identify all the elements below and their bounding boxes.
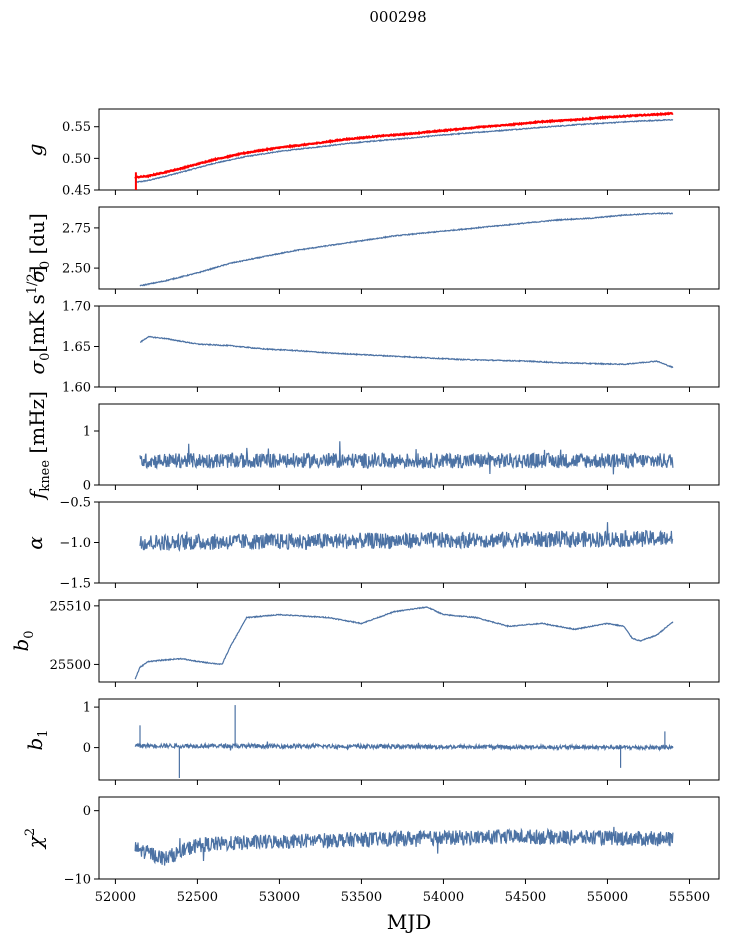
y-tick-label: 1.65 — [62, 340, 91, 355]
y-axis-label-sigma0-mk: σ0[mK s1/2] — [25, 265, 53, 374]
y-axis-label-chi2: χ2 — [23, 828, 47, 850]
x-tick-label: 53500 — [341, 890, 382, 905]
panel-yticks: −10 0 — [64, 804, 99, 888]
panel-marks — [139, 212, 673, 287]
y-tick-label: 1.70 — [62, 300, 91, 315]
panel-xticks — [114, 583, 690, 588]
series-line-b1 — [134, 741, 674, 752]
y-axis-label-fknee: fknee [mHz] — [25, 391, 53, 501]
x-axis-label: MJD — [387, 910, 432, 934]
y-tick-label: −0.5 — [59, 496, 91, 511]
panel-xticks — [114, 879, 690, 884]
panel-frame — [98, 403, 720, 486]
y-tick-label: 2.75 — [62, 221, 91, 236]
panel-sigma0-du: 2.50 2.75 σ0 [du] — [25, 206, 720, 294]
y-tick-label: 0.55 — [62, 120, 91, 135]
y-tick-label: −1.5 — [59, 577, 91, 592]
panel-yticks: 25500 25510 — [50, 599, 99, 673]
panel-frame — [98, 206, 720, 290]
x-tick-label: 52000 — [95, 890, 136, 905]
panel-xticks — [114, 682, 690, 687]
panel-frame — [98, 796, 720, 880]
panel-xticks — [114, 387, 690, 392]
x-tick-label: 55500 — [669, 890, 710, 905]
panel-frame — [98, 599, 720, 683]
panel-frame — [98, 108, 720, 191]
y-tick-label: 1 — [83, 425, 91, 440]
panel-marks — [139, 522, 674, 553]
panel-frame — [98, 698, 720, 781]
panel-marks — [134, 111, 674, 190]
panel-yticks: 01 — [83, 701, 99, 756]
y-axis-label-sigma0-du: σ0 [du] — [25, 213, 53, 283]
panel-g: 0.45 0.50 0.55 g — [23, 108, 720, 199]
x-tick-label: 52500 — [177, 890, 218, 905]
panel-yticks: 1.60 1.65 1.70 — [62, 300, 99, 396]
panel-xticks — [114, 289, 690, 294]
series-line-fknee — [139, 441, 674, 475]
y-tick-label: 0 — [83, 479, 91, 494]
y-tick-label: 0 — [83, 741, 91, 756]
x-tick-label: 54500 — [505, 890, 546, 905]
y-tick-label: 2.50 — [62, 262, 91, 277]
x-tick-label: 53000 — [259, 890, 300, 905]
y-axis-label-b0: b0 — [9, 630, 37, 651]
y-tick-label: 25510 — [50, 599, 91, 614]
x-tick-label: 55000 — [587, 890, 628, 905]
panel-marks — [134, 826, 674, 866]
panel-yticks: 01 — [83, 425, 99, 494]
panel-yticks: 2.50 2.75 — [62, 221, 99, 277]
panel-marks — [140, 335, 674, 369]
series-line-sigma0_mk — [140, 335, 674, 369]
y-axis-label-g: g — [23, 144, 47, 157]
x-tick-labels: 52000 52500 53000 53500 54000 54500 55000 55500 — [95, 890, 710, 905]
panel-xticks — [114, 780, 690, 785]
series-line-alpha — [139, 522, 674, 553]
x-tick-label: 54000 — [423, 890, 464, 905]
y-tick-label: 25500 — [50, 658, 91, 673]
panel-sigma0-mk: 1.60 1.65 1.70 σ0[mK s1/2] — [25, 265, 720, 396]
series-line-g — [134, 118, 674, 184]
panel-b0: 25500 25510 b0 — [9, 599, 720, 687]
panel-marks — [134, 606, 674, 680]
y-tick-label: −1.0 — [59, 536, 91, 551]
panel-chi2: −10 0 χ2 — [23, 796, 720, 888]
panel-yticks: −1.5 −1.0 −0.5 — [59, 496, 99, 592]
series-line-chi2 — [134, 826, 674, 866]
panel-alpha: −1.5 −1.0 −0.5 α — [23, 496, 720, 592]
y-tick-label: 1 — [83, 701, 91, 716]
y-tick-label: 0.45 — [62, 184, 91, 199]
panel-xticks — [114, 190, 690, 195]
series-line-g-red — [134, 111, 674, 180]
figure-title: 000298 — [369, 8, 426, 26]
panel-marks — [139, 441, 674, 475]
y-tick-label: 0 — [83, 804, 91, 819]
y-axis-label-b1: b1 — [23, 729, 51, 750]
panel-marks — [134, 705, 674, 778]
panel-frame — [98, 305, 720, 388]
panel-b1: 01 b1 — [23, 698, 720, 785]
y-axis-label-alpha: α — [23, 536, 47, 550]
panel-fknee: 01 fknee [mHz] — [25, 391, 720, 501]
panel-yticks: 0.45 0.50 0.55 — [62, 120, 99, 199]
series-line-sigma0_du — [139, 212, 673, 287]
panel-xticks — [114, 485, 690, 490]
series-line-b0 — [134, 606, 674, 680]
y-tick-label: 1.60 — [62, 381, 91, 396]
y-tick-label: −10 — [64, 873, 91, 888]
y-tick-label: 0.50 — [62, 152, 91, 167]
